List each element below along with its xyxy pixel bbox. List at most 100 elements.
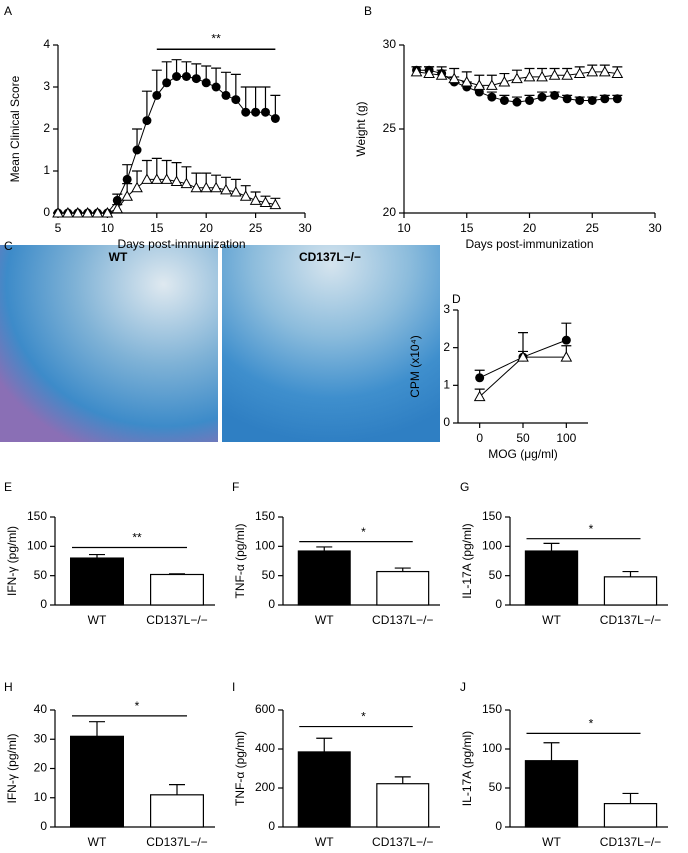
- x-tick-label: CD137L−/−: [600, 613, 661, 627]
- marker: [251, 107, 261, 117]
- x-tick-label: WT: [315, 835, 334, 849]
- x-tick-label: 20: [200, 221, 214, 235]
- y-tick-label: 20: [383, 205, 397, 219]
- bar: [69, 557, 124, 606]
- y-tick-label: 600: [255, 702, 275, 716]
- marker: [487, 92, 497, 102]
- y-tick-label: 0: [268, 819, 275, 833]
- bar: [297, 751, 351, 828]
- significance-label: **: [211, 31, 221, 45]
- marker: [201, 78, 211, 88]
- y-tick-label: 25: [383, 121, 397, 135]
- marker: [523, 70, 536, 82]
- y-tick-label: 30: [34, 731, 48, 745]
- marker: [550, 90, 560, 100]
- marker: [181, 72, 191, 81]
- y-axis-label: IL-17A (pg/ml): [460, 731, 474, 806]
- y-axis-label: Weight (g): [354, 101, 368, 156]
- marker: [473, 390, 486, 402]
- x-tick-label: 30: [298, 221, 312, 235]
- marker: [112, 195, 122, 205]
- panel-letter: B: [364, 4, 372, 18]
- y-tick-label: 0: [43, 205, 50, 219]
- marker: [536, 70, 548, 82]
- marker: [560, 351, 573, 362]
- x-tick-label: 15: [150, 221, 164, 235]
- error-bar: [543, 742, 560, 761]
- significance-label: *: [361, 525, 366, 539]
- x-tick-label: 100: [556, 431, 576, 445]
- panel-letter: D: [452, 292, 461, 306]
- marker: [152, 90, 162, 100]
- marker: [170, 175, 183, 186]
- marker: [259, 196, 272, 207]
- marker: [141, 173, 153, 184]
- marker: [210, 181, 222, 193]
- marker: [562, 94, 572, 104]
- y-tick-label: 200: [255, 780, 275, 794]
- error-bar: [169, 783, 185, 795]
- x-tick-label: WT: [315, 613, 334, 627]
- y-tick-label: 50: [489, 780, 503, 794]
- error-bar: [316, 546, 333, 552]
- marker: [475, 373, 485, 383]
- marker: [172, 72, 182, 81]
- y-tick-label: 50: [262, 568, 276, 582]
- series-line: [479, 356, 567, 398]
- marker: [239, 190, 252, 201]
- y-tick-label: 50: [34, 568, 48, 582]
- marker: [448, 72, 461, 84]
- y-tick-label: 10: [34, 790, 48, 804]
- histology-image: [0, 245, 218, 442]
- x-tick-label: 10: [397, 221, 411, 235]
- bar: [150, 573, 205, 606]
- bar: [69, 735, 124, 828]
- x-tick-label: WT: [88, 613, 107, 627]
- y-tick-label: 100: [255, 539, 275, 553]
- marker: [62, 206, 74, 218]
- y-tick-label: 0: [40, 597, 47, 611]
- bar: [524, 550, 579, 606]
- error-bar: [316, 737, 333, 752]
- marker: [498, 75, 511, 87]
- y-axis-label: IFN-γ (pg/ml): [5, 734, 19, 804]
- marker: [249, 194, 262, 205]
- marker: [162, 78, 172, 88]
- x-tick-label: 30: [648, 221, 662, 235]
- panel-letter: E: [4, 480, 12, 494]
- panel-letter: J: [460, 680, 466, 694]
- panel-letter: G: [460, 480, 469, 494]
- marker: [486, 79, 498, 90]
- significance-label: *: [361, 710, 366, 724]
- marker: [611, 67, 624, 79]
- marker: [423, 67, 435, 79]
- marker: [91, 206, 104, 218]
- panel-letter: F: [232, 480, 239, 494]
- x-tick-label: 20: [523, 221, 537, 235]
- marker: [600, 94, 610, 104]
- y-axis-label: Mean Clinical Score: [8, 75, 22, 182]
- marker: [160, 173, 173, 184]
- y-tick-label: 0: [268, 597, 275, 611]
- y-tick-label: 100: [482, 741, 502, 755]
- x-tick-label: 25: [249, 221, 263, 235]
- y-tick-label: 3: [443, 302, 450, 316]
- x-axis-label: Days post-immunization: [117, 237, 245, 251]
- x-tick-label: 10: [101, 221, 115, 235]
- error-bar: [622, 792, 639, 804]
- bar: [524, 760, 579, 828]
- x-axis-label: Days post-immunization: [465, 237, 593, 251]
- marker: [499, 95, 509, 105]
- panel-letter: I: [232, 680, 235, 694]
- y-tick-label: 100: [27, 539, 47, 553]
- error-bar: [141, 90, 152, 121]
- marker: [122, 174, 132, 184]
- marker: [52, 206, 64, 218]
- marker: [81, 206, 94, 218]
- marker: [221, 90, 231, 100]
- marker: [575, 95, 585, 105]
- marker: [142, 116, 152, 126]
- marker: [71, 206, 84, 218]
- marker: [473, 79, 486, 90]
- marker: [460, 75, 473, 87]
